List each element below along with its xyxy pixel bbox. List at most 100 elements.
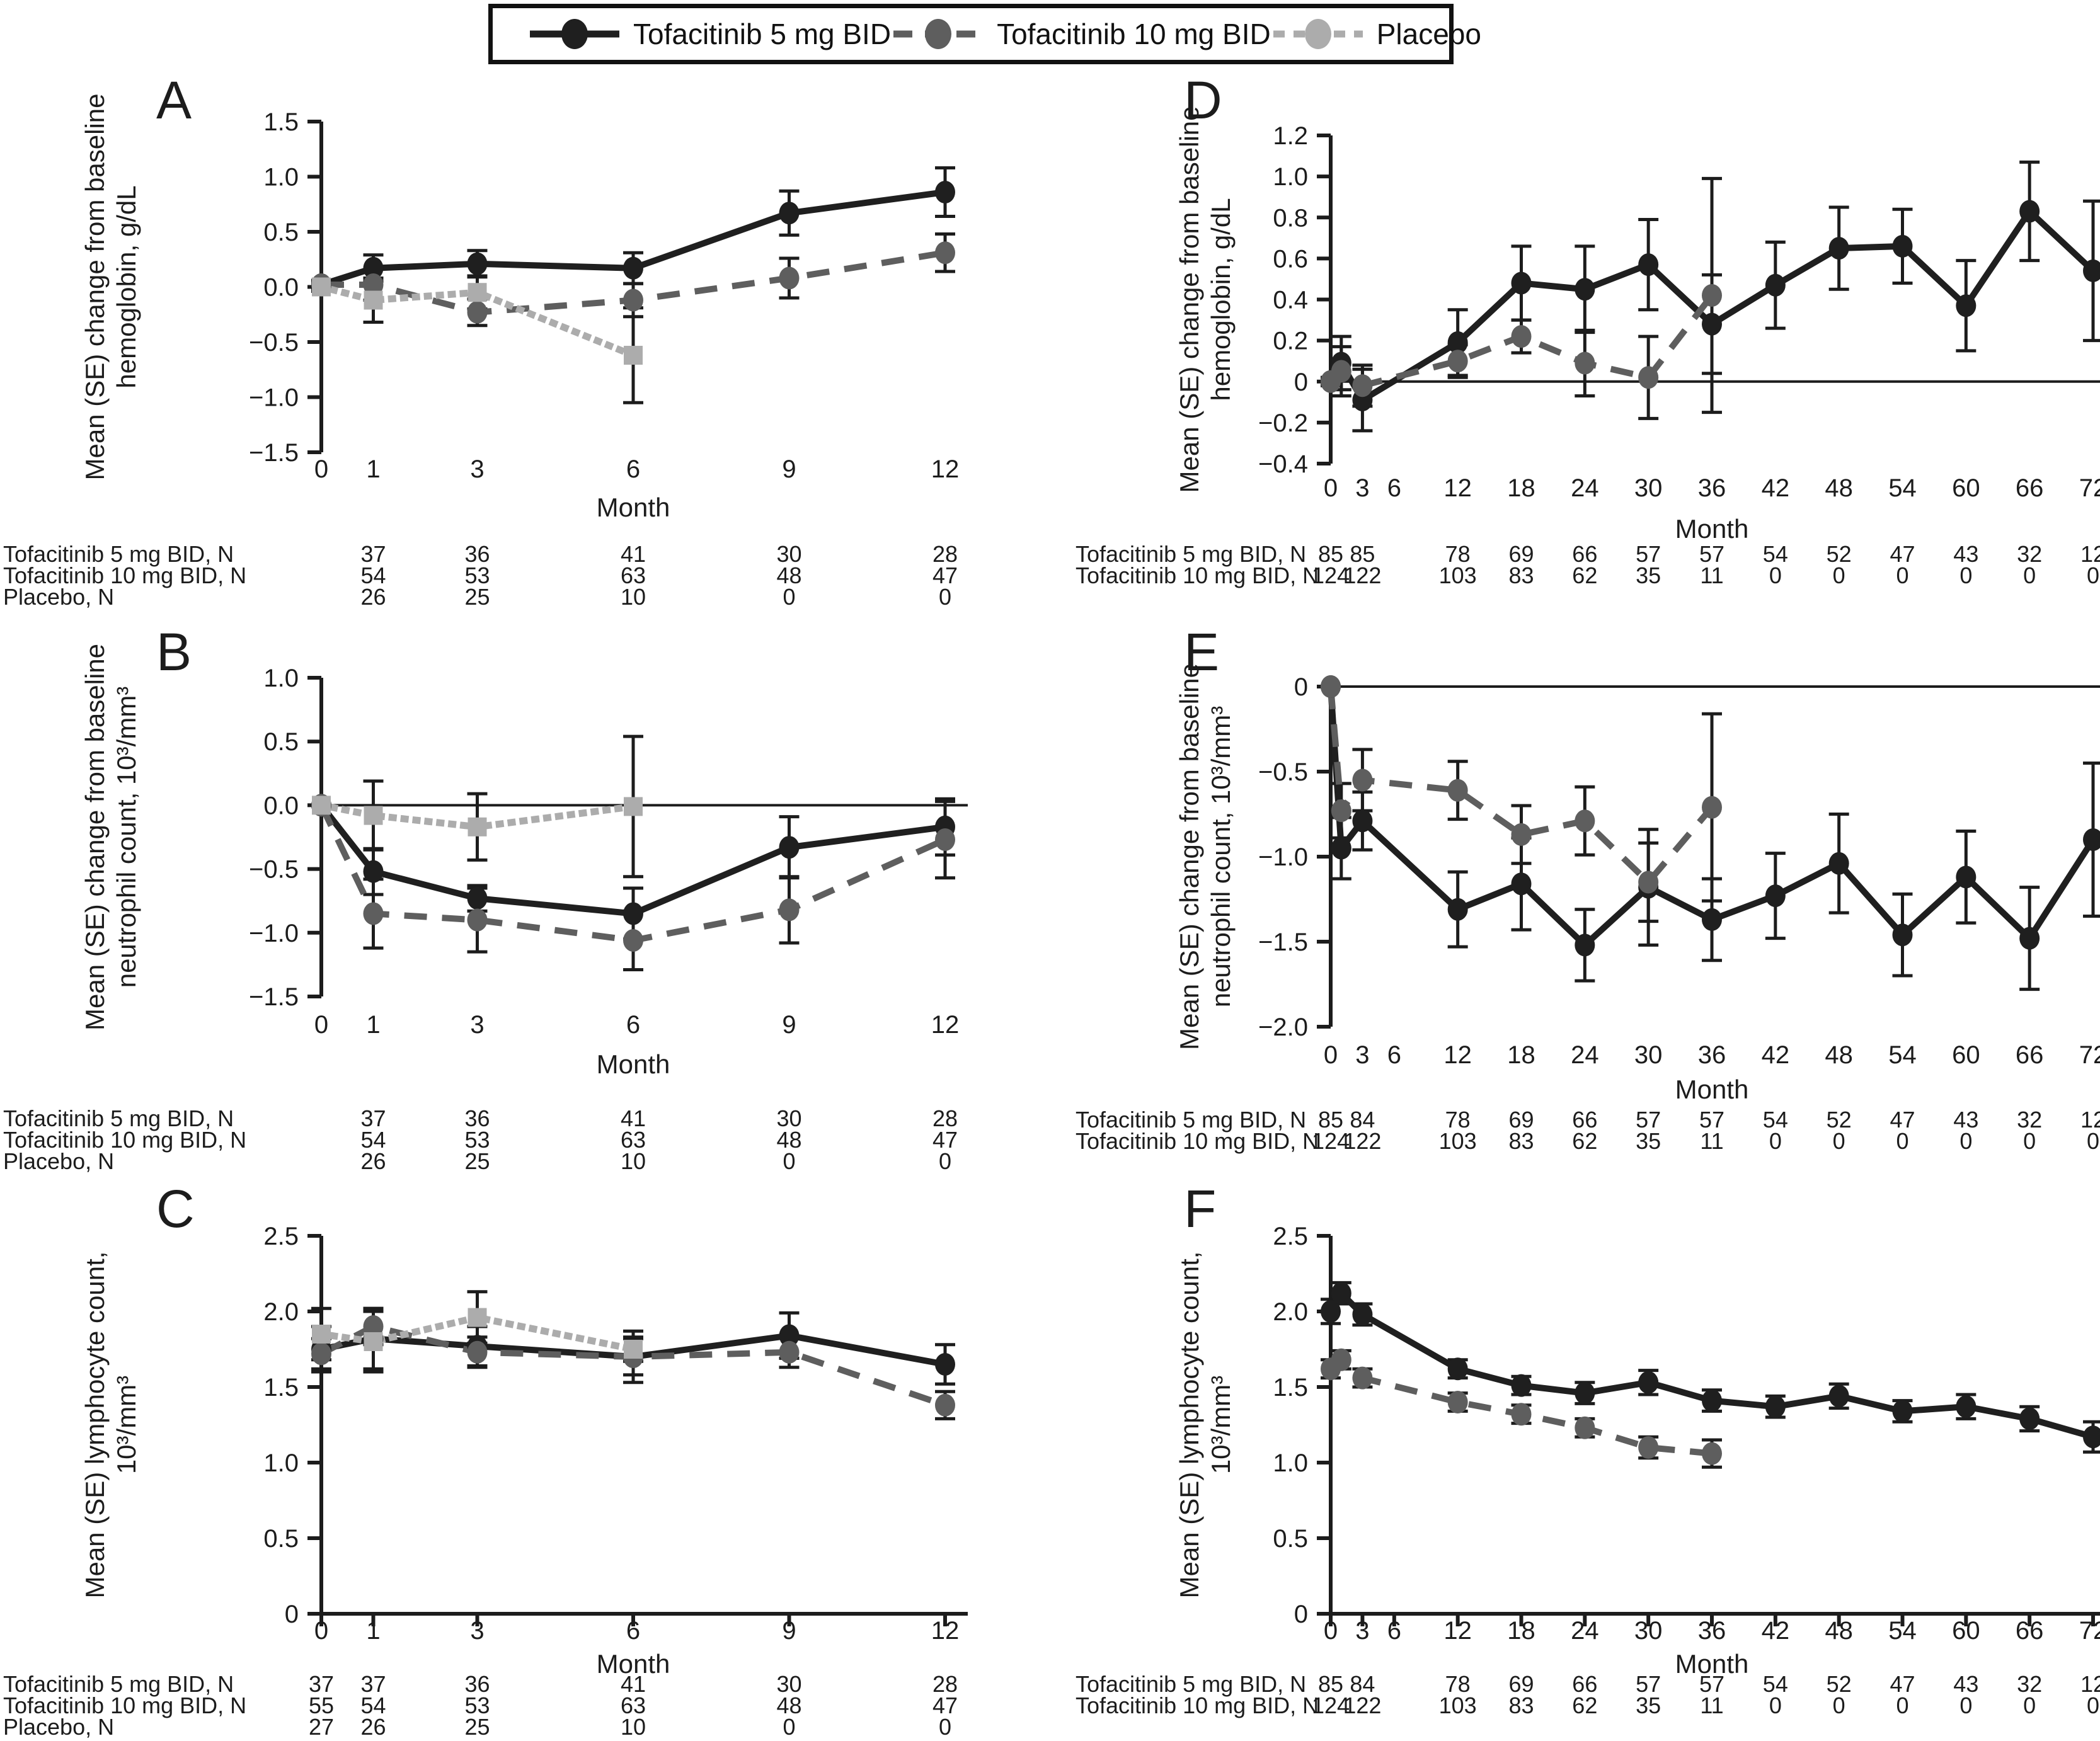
svg-text:53: 53 xyxy=(464,1127,490,1153)
svg-text:41: 41 xyxy=(621,541,646,567)
svg-text:54: 54 xyxy=(360,1692,386,1718)
svg-text:12: 12 xyxy=(1443,474,1472,502)
svg-text:36: 36 xyxy=(464,1671,490,1697)
svg-text:10: 10 xyxy=(621,1148,646,1174)
svg-text:37: 37 xyxy=(360,1671,386,1697)
svg-text:41: 41 xyxy=(621,1105,646,1131)
svg-text:1.5: 1.5 xyxy=(263,108,299,136)
svg-text:18: 18 xyxy=(1507,474,1535,502)
svg-text:30: 30 xyxy=(776,541,801,567)
svg-text:0: 0 xyxy=(2023,1128,2036,1154)
svg-text:12: 12 xyxy=(931,1617,960,1645)
panel-a-chart: A 1.51.00.50.0−0.5−1.0−1.50 1 3 6 9 12MonthMea… xyxy=(3,76,960,610)
panel-C: C 2.5 2.0 1.5 1.0 0.5 0 0 1 3 6 9 12 Month Mean (SE) l… xyxy=(0,1184,1050,1741)
svg-text:124: 124 xyxy=(1312,1692,1350,1718)
svg-text:26: 26 xyxy=(360,1714,386,1740)
svg-text:1.0: 1.0 xyxy=(1273,163,1308,191)
svg-text:Tofacitinib 5 mg BID, N: Tofacitinib 5 mg BID, N xyxy=(3,541,234,567)
svg-text:Tofacitinib 10 mg BID, N: Tofacitinib 10 mg BID, N xyxy=(1076,562,1319,588)
svg-text:1.5: 1.5 xyxy=(263,1374,299,1401)
svg-text:47: 47 xyxy=(1890,1671,1915,1697)
svg-text:47: 47 xyxy=(1890,541,1915,567)
svg-text:30: 30 xyxy=(776,1105,801,1131)
svg-text:28: 28 xyxy=(932,1671,958,1697)
svg-text:35: 35 xyxy=(1636,562,1661,588)
legend-item-tofacitinib-5mg: Tofacitinib 5 mg BID xyxy=(527,17,891,51)
svg-text:3: 3 xyxy=(470,1011,484,1039)
svg-text:0: 0 xyxy=(1769,562,1782,588)
panel-d-chart: D1.21.00.80.60.40.20−0.2−0.40 3 6 12 18 24 30 3… xyxy=(1076,76,2100,588)
svg-text:2.0: 2.0 xyxy=(263,1298,299,1326)
svg-text:52: 52 xyxy=(1827,1671,1852,1697)
svg-text:36: 36 xyxy=(1698,1617,1726,1645)
svg-text:42: 42 xyxy=(1762,1041,1790,1069)
svg-text:−1.5: −1.5 xyxy=(249,439,299,467)
svg-text:57: 57 xyxy=(1636,541,1661,567)
svg-text:hemoglobin, g/dL: hemoglobin, g/dL xyxy=(112,185,141,388)
svg-text:3: 3 xyxy=(1355,1041,1369,1069)
svg-text:Tofacitinib 5 mg BID, N: Tofacitinib 5 mg BID, N xyxy=(1076,1107,1306,1133)
svg-text:42: 42 xyxy=(1762,474,1790,502)
panel-B: B 1.0 0.5 0.0 −0.5 −1.0 −1.5 0 1 3 6 9 12 Month Mean (… xyxy=(0,630,1050,1187)
svg-text:10: 10 xyxy=(621,1714,646,1740)
svg-text:Tofacitinib 10 mg BID, N: Tofacitinib 10 mg BID, N xyxy=(3,1692,246,1718)
svg-text:35: 35 xyxy=(1636,1692,1661,1718)
svg-text:43: 43 xyxy=(1953,1671,1978,1697)
svg-text:B: B xyxy=(156,630,192,682)
legend-label-5mg: Tofacitinib 5 mg BID xyxy=(633,18,892,50)
svg-text:47: 47 xyxy=(932,1127,958,1153)
svg-text:10³/mm³: 10³/mm³ xyxy=(1206,1376,1236,1474)
svg-text:6: 6 xyxy=(626,1011,640,1039)
svg-text:63: 63 xyxy=(621,562,646,588)
svg-text:Tofacitinib 10 mg BID, N: Tofacitinib 10 mg BID, N xyxy=(3,1127,246,1153)
svg-text:0: 0 xyxy=(314,1011,328,1039)
svg-text:0.4: 0.4 xyxy=(1273,287,1308,314)
svg-text:62: 62 xyxy=(1572,1128,1597,1154)
svg-text:48: 48 xyxy=(1825,1617,1853,1645)
svg-text:6: 6 xyxy=(1387,474,1401,502)
svg-text:Month: Month xyxy=(1675,1649,1749,1679)
svg-text:41: 41 xyxy=(621,1671,646,1697)
svg-text:Tofacitinib 5 mg BID, N: Tofacitinib 5 mg BID, N xyxy=(3,1671,234,1697)
svg-text:122: 122 xyxy=(1343,562,1381,588)
svg-text:1.0: 1.0 xyxy=(263,164,299,191)
svg-text:−0.2: −0.2 xyxy=(1258,409,1308,437)
svg-text:0.5: 0.5 xyxy=(263,219,299,246)
svg-text:6: 6 xyxy=(1387,1041,1401,1069)
svg-text:12: 12 xyxy=(931,455,960,483)
svg-text:66: 66 xyxy=(1572,541,1597,567)
svg-text:1: 1 xyxy=(366,455,380,483)
svg-text:30: 30 xyxy=(1634,1041,1663,1069)
svg-text:Month: Month xyxy=(597,493,670,522)
panel-A: A 1.5 1.0 0.5 0.0 −0.5 −1.0 −1.5 0 1 3 6 9 12 Month Mea… xyxy=(0,76,1050,632)
svg-text:2.5: 2.5 xyxy=(263,1223,299,1250)
svg-text:54: 54 xyxy=(360,1127,386,1153)
panel-D: D 1.2 1.0 0.8 0.6 0.4 0.2 0 −0.2 −0.4 0 3 6 12 18 24 30 3… xyxy=(1050,76,2100,632)
svg-text:84: 84 xyxy=(1350,1671,1375,1697)
svg-text:26: 26 xyxy=(360,584,386,610)
svg-text:48: 48 xyxy=(1825,474,1853,502)
svg-text:54: 54 xyxy=(360,562,386,588)
svg-text:10³/mm³: 10³/mm³ xyxy=(112,1376,141,1474)
svg-text:1: 1 xyxy=(366,1617,380,1645)
svg-text:0: 0 xyxy=(2087,1128,2099,1154)
svg-text:0: 0 xyxy=(939,1714,951,1740)
svg-text:69: 69 xyxy=(1508,541,1534,567)
svg-text:54: 54 xyxy=(1763,1671,1788,1697)
svg-text:48: 48 xyxy=(776,1692,801,1718)
svg-text:9: 9 xyxy=(782,455,796,483)
svg-text:37: 37 xyxy=(309,1671,334,1697)
svg-text:−1.5: −1.5 xyxy=(1258,928,1308,956)
svg-text:0.0: 0.0 xyxy=(263,792,299,819)
svg-text:Month: Month xyxy=(597,1049,670,1079)
svg-text:0.2: 0.2 xyxy=(1273,328,1308,355)
svg-text:A: A xyxy=(156,76,192,130)
svg-text:32: 32 xyxy=(2017,1671,2042,1697)
svg-text:48: 48 xyxy=(776,1127,801,1153)
svg-text:69: 69 xyxy=(1508,1107,1534,1133)
svg-text:0: 0 xyxy=(1833,1692,1845,1718)
svg-text:57: 57 xyxy=(1636,1671,1661,1697)
svg-text:0: 0 xyxy=(1324,1617,1338,1645)
